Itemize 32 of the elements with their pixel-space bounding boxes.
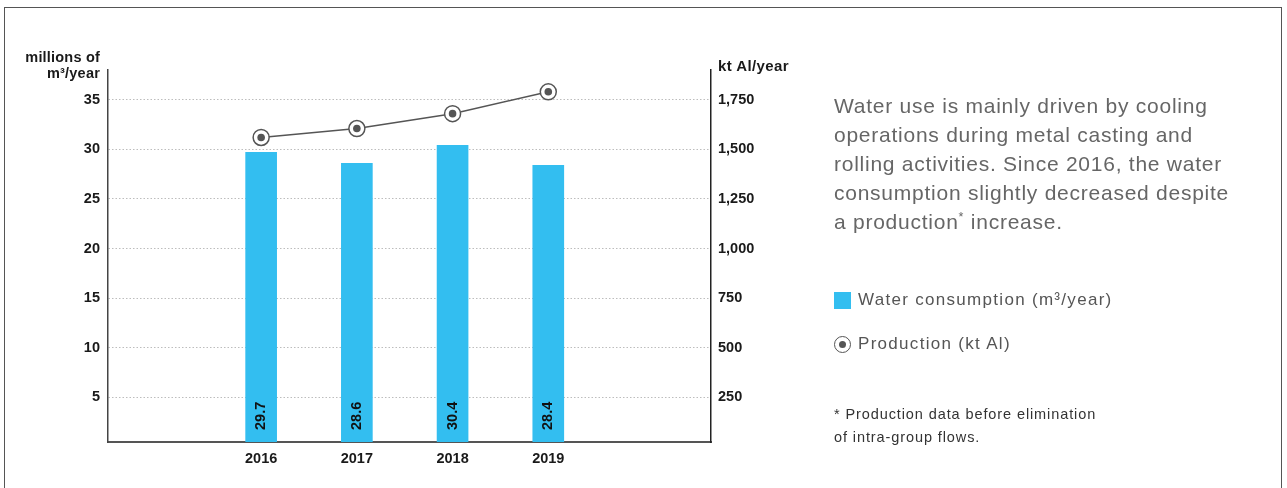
data-label: 28.6 [347, 401, 364, 430]
y-tick-label: 15 [83, 289, 100, 306]
y2-tick-label: 500 [718, 338, 743, 355]
x-tick-label: 2018 [436, 449, 469, 466]
y-tick-label: 20 [83, 239, 100, 256]
x-tick-label: 2016 [245, 449, 278, 466]
y-axis-title: millions of m³/year [24, 49, 100, 81]
x-tick-label: 2019 [532, 449, 565, 466]
legend-label: Production (kt Al) [858, 334, 1011, 354]
y-tick-label: 35 [83, 90, 100, 107]
y-tick-label: 5 [91, 388, 100, 405]
text: * Production data before elimination of intra-group flows. [834, 405, 1098, 447]
text: Water use is mainly driven by cooling operations during metal casting and rolling activities. Since 2016, the water consumption slightly decreased despite a production$^{*}$ increase. [834, 93, 1231, 235]
y2-tick-label: 1,250 [718, 189, 755, 206]
y2-tick-label: 1,500 [718, 140, 755, 157]
y2-tick-label: 1,000 [718, 239, 755, 256]
point [539, 83, 558, 101]
y-tick-label: 25 [83, 189, 100, 206]
x-tick-label: 2017 [340, 449, 373, 466]
y-tick-label: 10 [83, 338, 100, 355]
data-label: 29.7 [252, 401, 269, 430]
point [443, 104, 462, 123]
point [252, 128, 270, 147]
data-label: 28.4 [539, 401, 556, 430]
y2-tick-label: 750 [718, 289, 743, 306]
y2-tick-label: 1,750 [718, 90, 755, 107]
data-label: 30.4 [443, 401, 460, 430]
y2-tick-label: 250 [718, 388, 743, 405]
point [348, 119, 366, 138]
legend-label: Water consumption (m³/year) [858, 290, 1113, 310]
y2-axis-title: kt Al/year [718, 57, 789, 75]
y-tick-label: 30 [83, 140, 100, 157]
